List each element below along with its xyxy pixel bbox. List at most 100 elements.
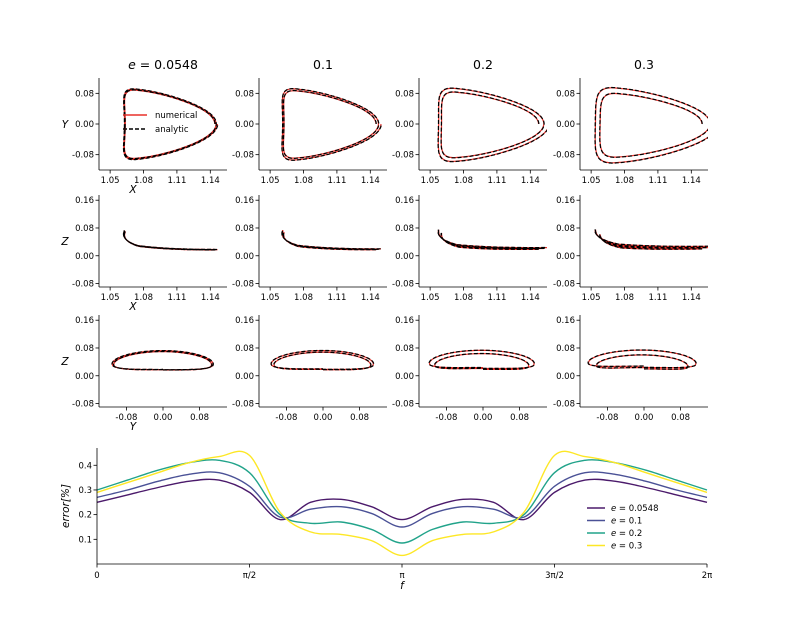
error-series-line-1 xyxy=(96,471,708,528)
analytic-orbit-line xyxy=(587,349,697,370)
y-tick-label: 0.08 xyxy=(556,344,575,354)
analytic-orbit-line xyxy=(428,349,536,370)
y-tick-label: -0.08 xyxy=(553,400,575,410)
x-tick-label: 1.14 xyxy=(521,293,540,303)
orbit-panel-yz-2: -0.08 0.00 0.08 -0.08 0.00 0.08 0.16 xyxy=(392,315,547,423)
y-tick-label: 0.00 xyxy=(75,372,94,382)
y-tick-label: 0.16 xyxy=(395,196,414,206)
error-y-tick-label: 0.2 xyxy=(78,511,92,521)
x-tick-label: 1.11 xyxy=(167,293,186,303)
error-x-axis-label: f xyxy=(400,580,406,592)
analytic-orbit-line xyxy=(594,86,708,164)
x-tick-label: 1.08 xyxy=(134,176,153,186)
error-y-tick-label: 0.1 xyxy=(78,535,92,545)
analytic-orbit-line xyxy=(594,229,708,250)
orbit-panel-xz-2: 1.05 1.08 1.11 1.14 -0.08 0.00 0.08 0.16 xyxy=(392,195,547,303)
analytic-orbit-line xyxy=(122,88,219,161)
analytic-orbit-line xyxy=(111,350,214,371)
x-tick-label: 1.05 xyxy=(101,176,120,186)
error-panel: 0 π/2 π 3π/2 2π 0.1 0.2 0.3 0.4 f error[%] e = 0.05… xyxy=(60,448,712,592)
legend-label-analytic: analytic xyxy=(155,125,189,135)
error-legend-label-3: e = 0.3 xyxy=(611,542,642,552)
y-axis-label: Y xyxy=(62,119,70,131)
x-axis-label: X xyxy=(128,301,137,313)
error-legend-label-1: e = 0.1 xyxy=(611,517,642,527)
x-tick-label: 1.11 xyxy=(648,293,667,303)
x-tick-label: 1.14 xyxy=(682,176,701,186)
orbit-panel-xz-3: 1.05 1.08 1.11 1.14 -0.08 0.00 0.08 0.16 xyxy=(553,195,708,303)
y-tick-label: 0.00 xyxy=(395,252,414,262)
y-tick-label: -0.08 xyxy=(553,151,575,161)
y-tick-label: 0.00 xyxy=(235,372,254,382)
error-x-tick-label: π xyxy=(399,571,404,581)
y-tick-label: 0.08 xyxy=(75,344,94,354)
orbit-panel-xy-1: 1.05 1.08 1.11 1.14 -0.08 0.00 0.08 0.1 xyxy=(232,57,387,186)
x-tick-label: 0.08 xyxy=(671,413,690,423)
x-tick-label: 1.14 xyxy=(682,293,701,303)
y-tick-label: 0.16 xyxy=(556,196,575,206)
analytic-orbit-line xyxy=(270,349,375,371)
orbit-panel-xy-3: 1.05 1.08 1.11 1.14 -0.08 0.00 0.08 0.3 xyxy=(553,57,708,186)
x-tick-label: 1.14 xyxy=(521,176,540,186)
x-tick-label: 1.05 xyxy=(421,293,440,303)
x-tick-label: 1.11 xyxy=(648,176,667,186)
orbit-panel-xz-1: 1.05 1.08 1.11 1.14 -0.08 0.00 0.08 0.16 xyxy=(232,195,387,303)
y-axis-label: Z xyxy=(60,236,69,248)
y-tick-label: -0.08 xyxy=(553,280,575,290)
y-tick-label: -0.08 xyxy=(392,280,414,290)
error-y-tick-label: 0.4 xyxy=(78,461,92,471)
x-tick-label: 1.14 xyxy=(361,176,380,186)
orbit-panel-yz-0: -0.08 0.00 0.08 -0.08 0.00 0.08 0.16 Y Z xyxy=(60,315,227,433)
x-tick-label: 1.08 xyxy=(294,293,313,303)
x-tick-label: 1.05 xyxy=(582,176,601,186)
y-tick-label: 0.08 xyxy=(235,89,254,99)
orbit-panel-xy-2: 1.05 1.08 1.11 1.14 -0.08 0.00 0.08 0.2 xyxy=(392,57,547,186)
x-tick-label: 1.08 xyxy=(134,293,153,303)
error-legend-label-0: e = 0.0548 xyxy=(611,504,659,514)
x-tick-label: 1.11 xyxy=(487,293,506,303)
column-title: e = 0.0548 xyxy=(128,57,198,72)
x-tick-label: 0.00 xyxy=(154,413,173,423)
y-tick-label: 0.08 xyxy=(395,224,414,234)
y-tick-label: 0.08 xyxy=(395,89,414,99)
x-axis-label: Y xyxy=(130,421,138,433)
x-tick-label: 1.11 xyxy=(487,176,506,186)
x-tick-label: 1.08 xyxy=(454,293,473,303)
orbit-panel-xz-0: 1.05 1.08 1.11 1.14 -0.08 0.00 0.08 0.16 X Z xyxy=(60,195,227,313)
y-tick-label: -0.08 xyxy=(72,280,94,290)
x-tick-label: 1.05 xyxy=(421,176,440,186)
orbit-panels-grid: 1.05 1.08 1.11 1.14 -0.08 0.00 0.08 X Ye = 0.054… xyxy=(60,57,708,433)
x-tick-label: -0.08 xyxy=(435,413,457,423)
legend-var: e xyxy=(611,542,616,552)
y-axis-label: Z xyxy=(60,356,69,368)
y-tick-label: 0.08 xyxy=(75,224,94,234)
legend-var: e xyxy=(611,517,616,527)
y-tick-label: 0.16 xyxy=(395,316,414,326)
orbit-panel-yz-1: -0.08 0.00 0.08 -0.08 0.00 0.08 0.16 xyxy=(232,315,387,423)
legend-value: = 0.2 xyxy=(616,529,642,539)
x-tick-label: -0.08 xyxy=(596,413,618,423)
analytic-orbit-line xyxy=(437,87,547,163)
y-tick-label: 0.00 xyxy=(556,372,575,382)
column-title-value: = 0.0548 xyxy=(136,57,198,72)
error-x-tick-label: 3π/2 xyxy=(545,571,564,581)
y-tick-label: 0.00 xyxy=(235,120,254,130)
x-tick-label: 1.05 xyxy=(101,293,120,303)
column-title: 0.3 xyxy=(634,57,654,72)
y-tick-label: 0.16 xyxy=(75,196,94,206)
y-tick-label: -0.08 xyxy=(72,400,94,410)
y-tick-label: -0.08 xyxy=(232,151,254,161)
y-tick-label: 0.08 xyxy=(556,224,575,234)
numerical-orbit-line xyxy=(281,88,382,161)
x-tick-label: 1.08 xyxy=(454,176,473,186)
legend-value: = 0.3 xyxy=(616,542,642,552)
y-tick-label: 0.00 xyxy=(235,252,254,262)
y-tick-label: 0.16 xyxy=(235,316,254,326)
legend-var: e xyxy=(611,504,616,514)
y-tick-label: 0.16 xyxy=(556,316,575,326)
error-series-line-2 xyxy=(96,459,708,544)
y-tick-label: 0.08 xyxy=(556,89,575,99)
x-tick-label: 1.05 xyxy=(261,176,280,186)
y-tick-label: -0.08 xyxy=(232,280,254,290)
x-tick-label: 0.08 xyxy=(350,413,369,423)
